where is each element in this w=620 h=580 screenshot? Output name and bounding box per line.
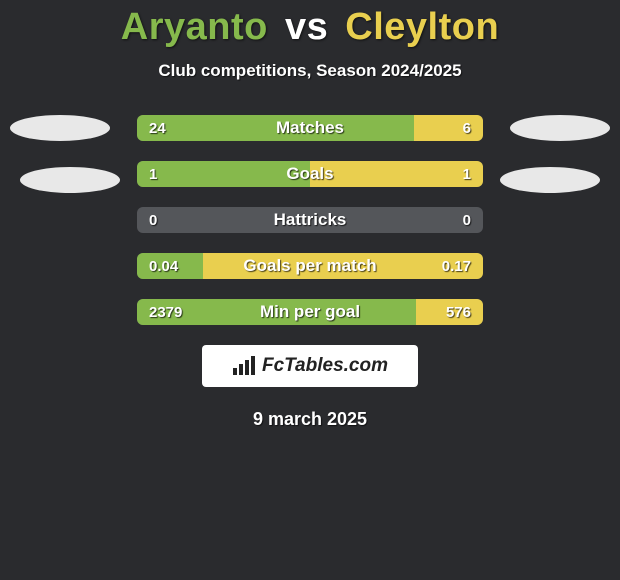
- stat-label: Min per goal: [137, 299, 483, 325]
- vs-label: vs: [285, 6, 328, 48]
- player1-photo-placeholder-2: [20, 167, 120, 193]
- stat-label: Goals per match: [137, 253, 483, 279]
- stat-row: 246Matches: [137, 115, 483, 141]
- stat-label: Goals: [137, 161, 483, 187]
- brand-text: FcTables.com: [262, 355, 388, 377]
- chart-area: 246Matches 11Goals 00Hattricks 0.040.17Goal…: [0, 115, 620, 325]
- player1-name: Aryanto: [121, 6, 268, 48]
- stat-row: 11Goals: [137, 161, 483, 187]
- bar-chart-icon: [232, 356, 256, 376]
- stat-row: 2379576Min per goal: [137, 299, 483, 325]
- stat-row: 0.040.17Goals per match: [137, 253, 483, 279]
- brand-badge: FcTables.com: [202, 345, 418, 387]
- player2-photo-placeholder-2: [500, 167, 600, 193]
- date-line: 9 march 2025: [0, 409, 620, 430]
- stat-label: Hattricks: [137, 207, 483, 233]
- subtitle: Club competitions, Season 2024/2025: [0, 61, 620, 81]
- stat-row: 00Hattricks: [137, 207, 483, 233]
- player2-photo-placeholder: [510, 115, 610, 141]
- comparison-title: Aryanto vs Cleylton: [0, 0, 620, 49]
- player2-name: Cleylton: [345, 6, 499, 48]
- stat-label: Matches: [137, 115, 483, 141]
- stat-bars: 246Matches 11Goals 00Hattricks 0.040.17Goal…: [137, 115, 483, 325]
- player1-photo-placeholder: [10, 115, 110, 141]
